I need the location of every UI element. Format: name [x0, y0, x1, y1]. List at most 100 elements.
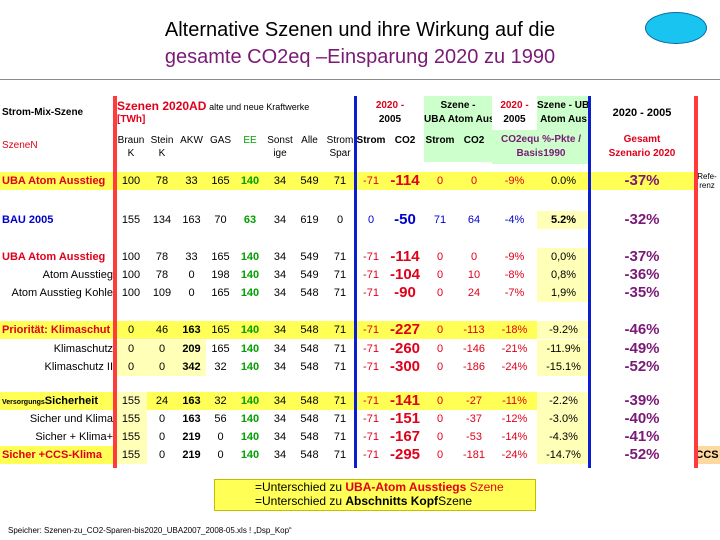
- table-row: Atom Ausstieg 100 78 0 198 140 34 549 71 -71 -104 0…: [0, 266, 720, 284]
- row-cell-3: 163: [177, 410, 206, 428]
- row-cell-4: 0: [206, 446, 235, 464]
- row-cell-3: 342: [177, 358, 206, 376]
- row-cell-6: 34: [265, 321, 295, 339]
- row-cell-5: 140: [235, 428, 265, 446]
- row-cell-2: 78: [147, 248, 177, 266]
- row-cell-14: -14.7%: [537, 446, 590, 464]
- row-cell-1: 155: [115, 446, 147, 464]
- header-szenen-suffix: alte und neue Kraftwerke: [209, 102, 310, 112]
- row-cell-13: -24%: [492, 358, 537, 376]
- row-cell-4: 165: [206, 284, 235, 302]
- table-row: UBA Atom Ausstieg 100 78 33 165 140 34 549 71 -71…: [0, 248, 720, 266]
- row-cell-8: 71: [324, 358, 356, 376]
- row-cell-14: -2.2%: [537, 392, 590, 410]
- row-cell-1: 100: [115, 284, 147, 302]
- row-cell-12: -181: [456, 446, 492, 464]
- row-cell-1: 155: [115, 211, 147, 229]
- row-prefix: Versorgungs: [2, 399, 45, 406]
- row-cell-3: 163: [177, 392, 206, 410]
- row-cell-11: 0: [424, 410, 456, 428]
- header-co2equ-line1: CO2equ %-Pkte /: [500, 134, 582, 145]
- row-cell-13: -9%: [492, 248, 537, 266]
- row-side-note: Refe- renz: [694, 172, 720, 190]
- header-szenen-unit: [TWh]: [117, 114, 146, 125]
- header-szenen-title: Szenen 2020AD: [117, 99, 207, 113]
- table-row: UBA Atom Ausstieg 100 78 33 165 140 34 549 71 -71…: [0, 172, 720, 190]
- row-name-text: Klimaschutz: [53, 343, 113, 355]
- row-cell-6: 34: [265, 172, 295, 190]
- row-cell-15: -46%: [590, 321, 694, 339]
- row-cell-2: 0: [147, 410, 177, 428]
- blue-divider: [588, 96, 591, 468]
- row-cell-12: -113: [456, 321, 492, 339]
- row-scenario-name: UBA Atom Ausstieg: [0, 248, 115, 266]
- row-cell-7: 548: [295, 410, 324, 428]
- row-cell-7: 549: [295, 266, 324, 284]
- header-szene-uba-2-line1: Szene - UBA: [537, 100, 590, 111]
- row-cell-1: 155: [115, 410, 147, 428]
- row-cell-10: -50: [386, 211, 424, 229]
- row-cell-3: 163: [177, 321, 206, 339]
- row-cell-4: 165: [206, 172, 235, 190]
- row-scenario-name: Sicher und Klima: [0, 410, 115, 428]
- row-cell-6: 34: [265, 428, 295, 446]
- table-row: VersorgungsSicherheit 155 24 163 32 140 34 548 7…: [0, 392, 720, 410]
- row-cell-7: 548: [295, 284, 324, 302]
- row-cell-7: 548: [295, 358, 324, 376]
- row-cell-1: 0: [115, 321, 147, 339]
- row-cell-5: 63: [235, 211, 265, 229]
- row-cell-13: -24%: [492, 446, 537, 464]
- row-scenario-name: Atom Ausstieg: [0, 266, 115, 284]
- row-cell-10: -300: [386, 358, 424, 376]
- row-cell-9: -71: [356, 321, 386, 339]
- row-cell-4: 56: [206, 410, 235, 428]
- row-cell-14: 0,0%: [537, 248, 590, 266]
- header-braunk: Braun K: [115, 130, 147, 162]
- red-divider: [113, 96, 117, 468]
- row-cell-8: 71: [324, 284, 356, 302]
- row-cell-11: 0: [424, 428, 456, 446]
- row-cell-15: -40%: [590, 410, 694, 428]
- row-cell-7: 549: [295, 172, 324, 190]
- row-name-text: Sicherheit: [44, 395, 98, 407]
- row-cell-1: 155: [115, 392, 147, 410]
- row-cell-14: 0,8%: [537, 266, 590, 284]
- row-cell-15: -41%: [590, 428, 694, 446]
- row-cell-10: -114: [386, 172, 424, 190]
- row-name-text: Atom Ausstieg Kohle: [11, 287, 113, 299]
- legend-line-2: =Unterschied zu Abschnitts KopfSzene: [215, 494, 535, 508]
- row-cell-9: -71: [356, 446, 386, 464]
- header-2020-2005-b: 2020 - 2005: [492, 96, 537, 130]
- row-cell-2: 0: [147, 446, 177, 464]
- row-cell-10: -227: [386, 321, 424, 339]
- row-name-text: Sicher + Klima+: [35, 431, 113, 443]
- row-cell-11: 0: [424, 358, 456, 376]
- row-side-note: CCS: [694, 446, 720, 464]
- row-cell-3: 209: [177, 340, 206, 358]
- row-cell-3: 219: [177, 446, 206, 464]
- row-cell-7: 619: [295, 211, 324, 229]
- legend-2c: Szene: [438, 494, 473, 508]
- row-cell-15: -37%: [590, 248, 694, 266]
- row-scenario-name: Sicher +CCS-Klima: [0, 446, 115, 464]
- row-cell-14: -4.3%: [537, 428, 590, 446]
- row-cell-13: -11%: [492, 392, 537, 410]
- row-cell-11: 0: [424, 248, 456, 266]
- table-row: BAU 2005 155 134 163 70 63 34 619 0 0 -50 71 64 -4% 5.…: [0, 211, 720, 229]
- row-cell-9: -71: [356, 172, 386, 190]
- row-name-text: Sicher und Klima: [29, 413, 113, 425]
- row-cell-6: 34: [265, 446, 295, 464]
- row-name-text: Atom Ausstieg: [42, 269, 113, 281]
- row-cell-4: 32: [206, 358, 235, 376]
- row-name-text: Sicher +CCS-Klima: [2, 449, 102, 461]
- row-cell-12: -27: [456, 392, 492, 410]
- row-cell-13: -18%: [492, 321, 537, 339]
- row-cell-1: 0: [115, 358, 147, 376]
- row-name-text: UBA Atom Ausstieg: [2, 251, 106, 263]
- header-2020-2005-a: 2020 - 2005: [356, 96, 424, 130]
- row-cell-12: 64: [456, 211, 492, 229]
- row-cell-6: 34: [265, 248, 295, 266]
- row-cell-2: 78: [147, 172, 177, 190]
- legend-box: =Unterschied zu UBA-Atom Ausstiegs Szene…: [214, 479, 536, 511]
- header-akw: AKW: [177, 130, 206, 162]
